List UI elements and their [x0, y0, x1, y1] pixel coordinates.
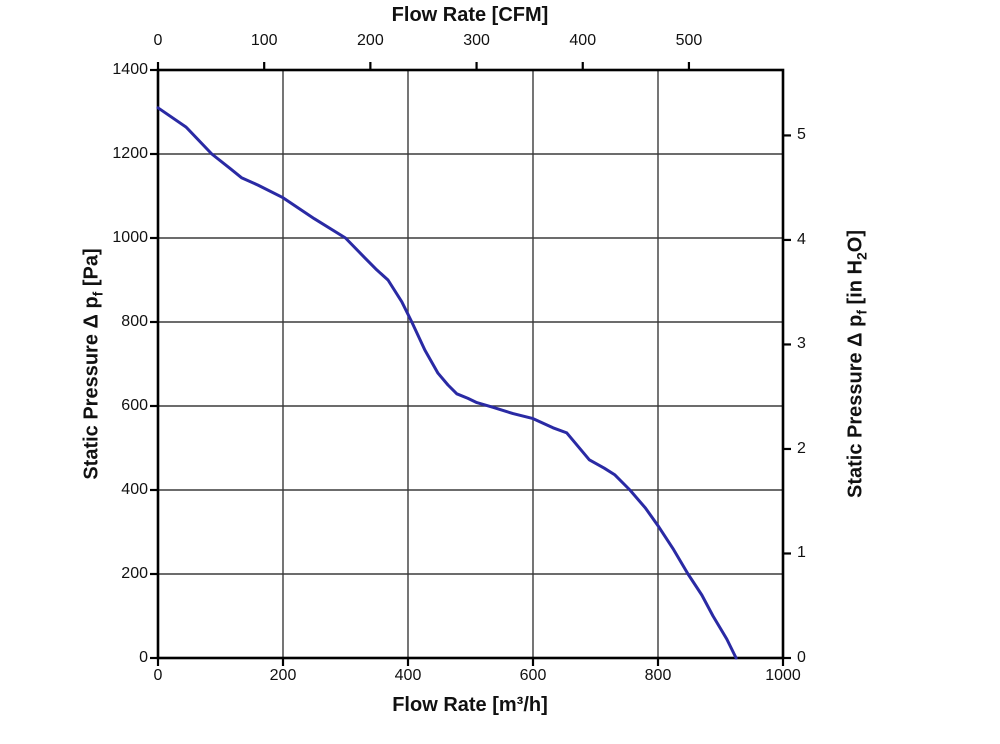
bottom-axis-tick-label: 0: [153, 667, 163, 684]
right-axis-tick-label: 0: [797, 649, 806, 666]
right-axis-title-units-close: O]: [844, 229, 867, 253]
left-axis-title: Static Pressure Δ pf [Pa]: [81, 248, 106, 479]
top-axis-tick-label: 200: [357, 32, 384, 49]
right-axis-title-text: Static Pressure Δ p: [844, 314, 867, 499]
top-axis-tick-label: 100: [250, 32, 278, 49]
bottom-axis-tick-label: 400: [394, 667, 422, 684]
left-axis-title-units: [Pa]: [80, 248, 103, 292]
right-axis-title-units-subscript: 2: [853, 252, 870, 260]
top-axis-tick-label: 500: [675, 32, 703, 49]
top-axis-title: Flow Rate [CFM]: [391, 4, 549, 26]
left-axis-title-subscript: f: [89, 291, 106, 297]
top-axis-tick-label: 300: [463, 32, 490, 49]
bottom-axis-tick-label: 1000: [765, 667, 801, 684]
left-axis-tick-label: 200: [121, 565, 148, 582]
bottom-axis-tick-label: 800: [644, 667, 672, 684]
bottom-axis-title: Flow Rate [m³/h]: [392, 694, 548, 716]
left-axis-title-text: Static Pressure Δ p: [80, 296, 103, 480]
top-axis-tick-label: 400: [569, 32, 597, 49]
static-pressure-vs-flow-curve: [156, 106, 738, 660]
right-axis-tick-label: 1: [797, 544, 806, 562]
left-axis-tick-label: 0: [139, 649, 148, 666]
top-axis-tick-label: 0: [153, 32, 163, 49]
right-axis-title: Static Pressure Δ pf [in H2O]: [845, 230, 870, 498]
plot-border: [156, 68, 785, 660]
right-axis-title-units-open: [in H: [844, 260, 867, 310]
right-axis-title-subscript: f: [853, 310, 870, 315]
right-axis-tick-label: 4: [797, 230, 806, 248]
right-axis-tick-label: 2: [797, 439, 806, 457]
left-axis-tick-label: 600: [121, 397, 148, 414]
left-axis-tick-label: 800: [121, 313, 148, 330]
left-axis-tick-label: 1400: [112, 61, 148, 78]
bottom-axis-tick-label: 600: [519, 667, 547, 684]
right-axis-tick-label: 5: [797, 126, 806, 144]
bottom-axis-tick-label: 200: [269, 667, 297, 684]
right-axis-tick-label: 3: [797, 335, 806, 353]
left-axis-tick-label: 400: [121, 481, 148, 498]
left-axis-tick-label: 1200: [112, 145, 148, 162]
left-axis-tick-label: 1000: [112, 229, 148, 246]
